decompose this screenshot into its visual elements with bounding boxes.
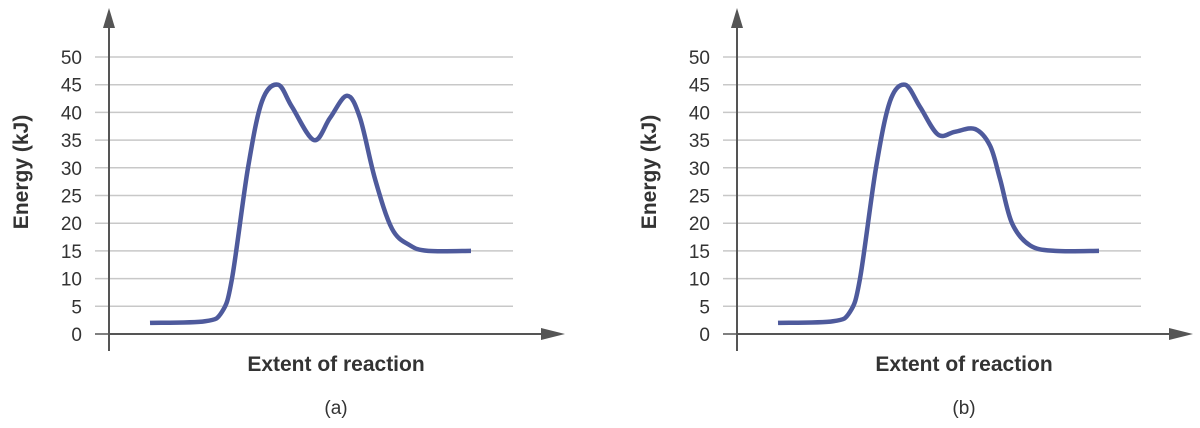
y-tick-label: 15 [61, 242, 82, 263]
y-tick-label: 40 [689, 103, 710, 124]
y-tick-label: 30 [689, 159, 710, 180]
y-tick-label: 40 [61, 103, 82, 124]
y-tick-label: 0 [71, 325, 82, 346]
y-tick-label: 15 [689, 242, 710, 263]
y-axis-label: Energy (kJ) [10, 115, 33, 229]
y-tick-label: 25 [689, 187, 710, 208]
chart-a: 0 5 10 15 20 25 30 35 40 45 50 Energy (kJ) Extent of… [10, 8, 565, 419]
y-tick-label: 10 [689, 270, 710, 291]
y-tick-label: 35 [61, 131, 82, 152]
x-axis-arrow-icon [541, 328, 565, 340]
y-tick-label: 5 [699, 297, 710, 318]
y-tick-label: 5 [71, 297, 82, 318]
x-axis-label: Extent of reaction [875, 353, 1052, 376]
y-tick-label: 25 [61, 187, 82, 208]
y-tick-label: 45 [689, 76, 710, 97]
y-tick-label: 50 [61, 48, 82, 69]
y-tick-label: 50 [689, 48, 710, 69]
y-tick-label: 45 [61, 76, 82, 97]
y-axis-label: Energy (kJ) [638, 115, 661, 229]
y-tick-label: 10 [61, 270, 82, 291]
y-tick-label: 0 [699, 325, 710, 346]
chart-b: 0 5 10 15 20 25 30 35 40 45 50 Energy (kJ) Extent of… [638, 8, 1193, 419]
y-axis-arrow-icon [103, 8, 115, 28]
x-axis-label: Extent of reaction [247, 353, 424, 376]
y-tick-label: 35 [689, 131, 710, 152]
y-axis-arrow-icon [731, 8, 743, 28]
y-tick-label: 20 [61, 214, 82, 235]
x-axis-arrow-icon [1169, 328, 1193, 340]
energy-curve [149, 82, 472, 326]
y-tick-label: 20 [689, 214, 710, 235]
energy-curve [777, 82, 1100, 326]
chart-caption: (b) [952, 398, 975, 419]
chart-caption: (a) [324, 398, 347, 419]
y-tick-label: 30 [61, 159, 82, 180]
